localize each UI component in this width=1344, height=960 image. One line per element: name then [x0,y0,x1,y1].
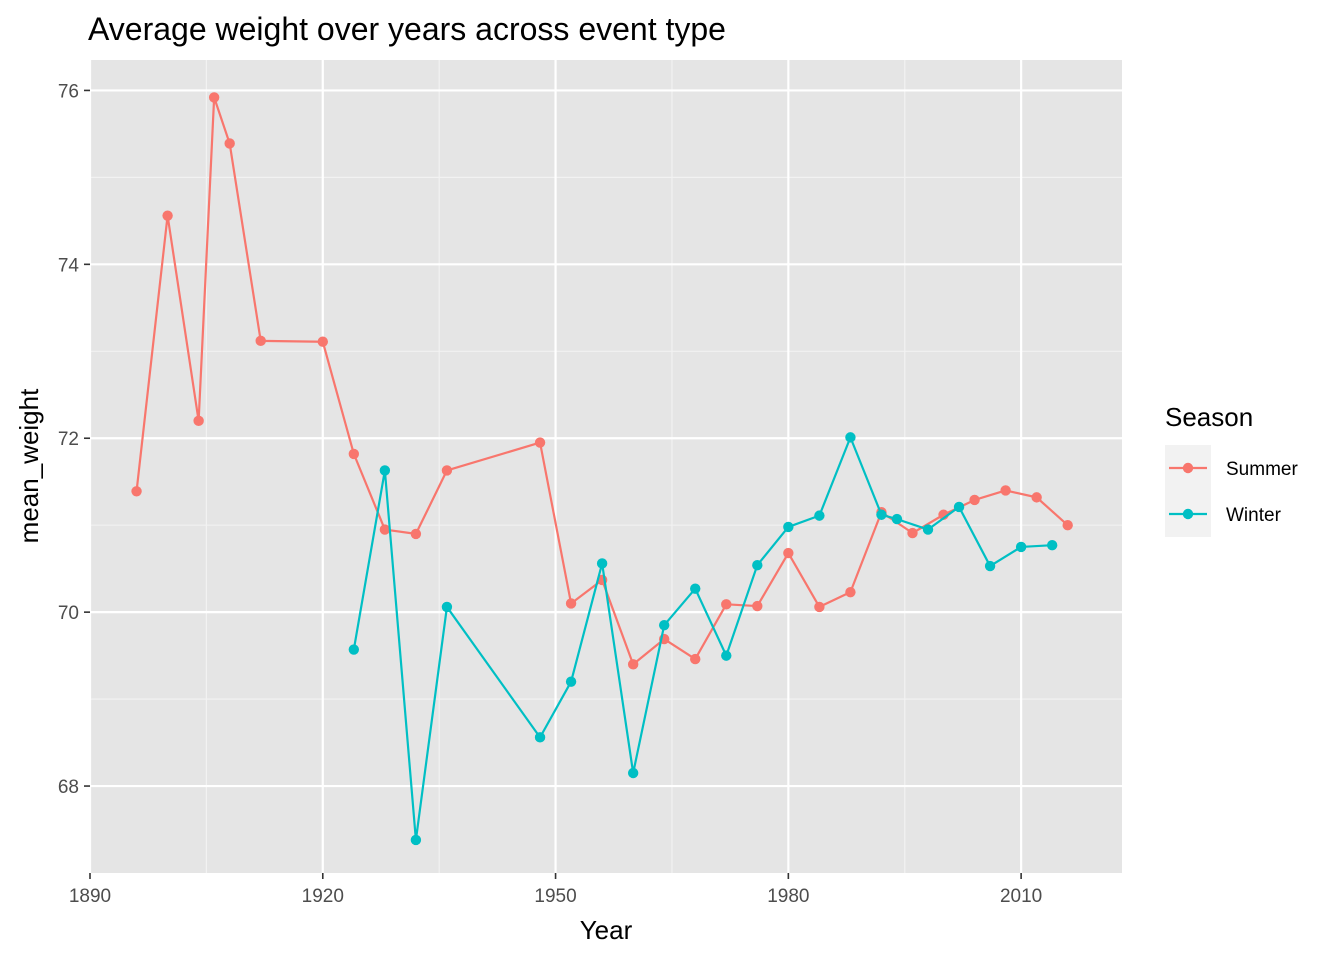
data-point-summer [317,336,328,347]
series-layer [131,92,1073,846]
data-point-summer [845,586,856,598]
data-point-summer [752,600,763,612]
data-point-winter [690,583,701,594]
data-point-summer [783,547,794,559]
series-line-winter [352,436,1053,842]
data-point-winter [953,501,965,513]
data-point-winter [783,521,794,533]
chart-title: Average weight over years across event t… [88,11,726,47]
series-winter [348,432,1058,846]
data-point-winter [752,559,763,571]
data-point-winter [922,524,934,535]
data-point-summer [410,528,422,540]
y-tick-label: 68 [58,777,79,798]
data-point-summer [1062,519,1073,531]
plot-panel [90,60,1122,873]
data-point-summer [1031,492,1042,503]
data-point-winter [596,558,608,569]
data-point-summer [379,524,391,535]
x-tick-label: 2010 [1000,886,1042,907]
data-point-winter [348,644,360,655]
data-point-summer [814,601,825,613]
data-point-winter [984,560,996,572]
data-point-summer [441,465,453,476]
data-point-summer [690,653,701,665]
grid-lines [88,60,1122,873]
data-point-winter [814,510,825,521]
legend-point-winter [1182,508,1194,520]
legend-label-summer: Summer [1226,459,1298,480]
data-point-summer [208,92,220,103]
data-point-summer [224,138,235,149]
data-point-winter [1015,541,1027,553]
data-point-winter [627,767,639,779]
x-tick-label: 1950 [534,886,576,907]
data-point-summer [1000,485,1011,496]
data-point-summer [534,437,546,448]
data-point-summer [193,415,204,427]
data-point-winter [721,650,732,661]
data-point-summer [565,598,577,609]
legend-point-summer [1182,462,1194,474]
data-point-winter [410,834,422,846]
data-point-winter [876,509,887,520]
data-point-winter [565,676,577,687]
data-point-summer [627,659,639,670]
axes: 1890 1920 1950 1980 2010 68 70 72 74 76 [58,81,1042,907]
data-point-winter [534,732,546,743]
y-tick-label: 70 [58,603,79,624]
data-point-summer [255,335,266,347]
data-point-winter [441,601,453,613]
x-tick-label: 1890 [69,886,111,907]
legend-title: Season [1165,402,1253,432]
data-point-winter [891,513,903,525]
legend: Season Summer Winter [1165,402,1298,537]
data-point-summer [348,448,360,460]
x-axis-title: Year [580,915,633,945]
y-tick-label: 74 [58,255,80,276]
data-point-winter [379,465,391,476]
y-tick-label: 76 [58,81,79,102]
data-point-summer [969,494,980,506]
data-point-summer [907,527,918,539]
data-point-summer [131,486,142,497]
y-axis-title: mean_weight [14,388,44,543]
data-point-summer [162,210,173,221]
data-point-winter [1046,539,1058,551]
x-tick-label: 1920 [302,886,344,907]
data-point-summer [721,599,732,610]
data-point-winter [658,619,670,631]
data-point-winter [845,432,856,443]
y-tick-label: 72 [58,429,79,450]
legend-label-winter: Winter [1226,505,1282,526]
x-tick-label: 1980 [767,886,809,907]
